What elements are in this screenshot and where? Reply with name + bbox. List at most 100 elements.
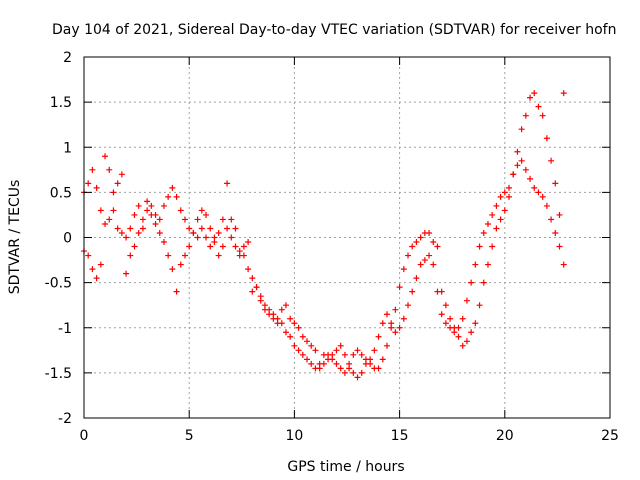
data-point [127,252,134,259]
data-point [510,171,517,178]
data-point [341,351,348,358]
data-point [274,320,281,327]
x-tick-label: 20 [496,428,514,444]
y-tick-label: 1 [63,140,72,156]
data-point [106,166,113,173]
data-point [123,270,130,277]
data-point [354,347,361,354]
data-point [341,369,348,376]
x-tick-label: 25 [601,428,619,444]
data-point [480,229,487,236]
data-point [434,243,441,250]
data-point [358,369,365,376]
data-point [228,234,235,241]
data-point [489,211,496,218]
data-point [362,360,369,367]
data-point [173,288,180,295]
data-point [489,243,496,250]
data-point [102,220,109,227]
data-point [497,216,504,223]
data-point [438,311,445,318]
data-point [215,229,222,236]
data-point [160,239,167,246]
data-point [484,261,491,268]
data-point [430,239,437,246]
data-point [93,275,100,282]
data-point [421,257,428,264]
data-point [375,333,382,340]
data-point [497,193,504,200]
data-point [552,229,559,236]
grid [84,57,610,418]
data-point [405,252,412,259]
data-point [304,338,311,345]
data-point [506,193,513,200]
data-point [455,333,462,340]
data-point [493,225,500,232]
data-point [527,94,534,101]
data-point [194,216,201,223]
data-point [131,211,138,218]
data-point [320,351,327,358]
data-point [556,243,563,250]
data-point [371,347,378,354]
data-point [224,180,231,187]
data-point [417,234,424,241]
data-point [333,360,340,367]
data-point [257,297,264,304]
data-point [245,239,252,246]
data-point [333,347,340,354]
data-point [240,243,247,250]
data-point [110,207,117,214]
data-point [253,284,260,291]
data-point [531,90,538,97]
data-point [270,315,277,322]
data-point [203,234,210,241]
data-point [295,347,302,354]
data-point [304,356,311,363]
data-point [110,189,117,196]
data-point [85,252,92,259]
data-point [165,193,172,200]
data-point [144,198,151,205]
data-point [375,365,382,372]
data-point [123,234,130,241]
data-point [426,252,433,259]
data-point [186,225,193,232]
data-point [249,275,256,282]
data-point [337,365,344,372]
x-tick-label: 5 [185,428,194,444]
data-point [198,225,205,232]
data-point [291,320,298,327]
data-point [383,311,390,318]
data-point [232,243,239,250]
data-point [556,211,563,218]
data-point [560,261,567,268]
data-point [459,315,466,322]
data-point [522,166,529,173]
data-point [198,207,205,214]
data-point [367,356,374,363]
data-point [484,220,491,227]
data-point [535,103,542,110]
data-point [261,306,268,313]
data-point [468,329,475,336]
y-tick-label: 1.5 [50,95,72,111]
data-point [426,229,433,236]
data-point [396,284,403,291]
data-point [476,302,483,309]
data-point [543,202,550,209]
data-point [463,338,470,345]
data-point [392,306,399,313]
data-point [400,315,407,322]
data-point [156,229,163,236]
data-point [548,216,555,223]
data-point [501,189,508,196]
data-point [548,157,555,164]
data-point [459,342,466,349]
data-point [400,266,407,273]
data-point [169,266,176,273]
data-point [181,252,188,259]
data-point [299,333,306,340]
data-point [514,162,521,169]
